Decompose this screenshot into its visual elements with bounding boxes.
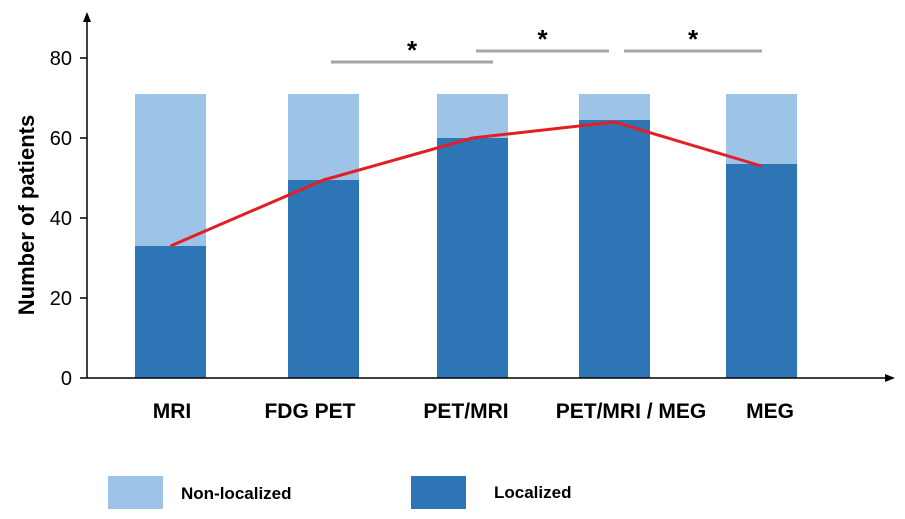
x-category-label: MRI [153,400,192,423]
significance-group: * * * [331,24,762,65]
x-category-label: PET/MRI / MEG [556,400,707,423]
bar-localized [135,246,206,378]
x-axis-arrow [885,374,895,382]
legend-swatch-localized [411,476,466,509]
y-tick-label: 60 [50,128,72,150]
bars-group [135,94,797,378]
bar-non-localized [726,94,797,164]
legend: Non-localized Localized [108,476,571,509]
bar-localized [579,120,650,378]
y-tick-label: 80 [50,48,72,70]
y-tick-label: 0 [61,368,72,390]
bar-non-localized [135,94,206,246]
bar-localized [288,180,359,378]
significance-star: * [537,24,548,54]
y-ticks-group: 0 20 40 60 80 [50,48,87,390]
trend-line-group [169,120,762,248]
x-category-label: FDG PET [264,400,355,423]
x-category-label: MEG [746,400,794,423]
bar-non-localized [437,94,508,138]
y-tick-label: 40 [50,208,72,230]
bar-non-localized [579,94,650,120]
x-labels-group: MRI FDG PET PET/MRI PET/MRI / MEG MEG [153,400,794,423]
bar-localized [726,164,797,378]
y-axis-arrow [83,12,91,22]
bar-non-localized [288,94,359,180]
legend-label-localized: Localized [494,483,571,502]
y-tick-label: 20 [50,288,72,310]
significance-star: * [407,35,418,65]
x-category-label: PET/MRI [423,400,508,423]
significance-star: * [688,24,699,54]
legend-swatch-non-localized [108,476,163,509]
y-axis-label: Number of patients [14,115,39,315]
trend-line [169,120,762,248]
axes-group [83,12,895,382]
bar-localized [437,138,508,378]
legend-label-non-localized: Non-localized [181,484,292,503]
